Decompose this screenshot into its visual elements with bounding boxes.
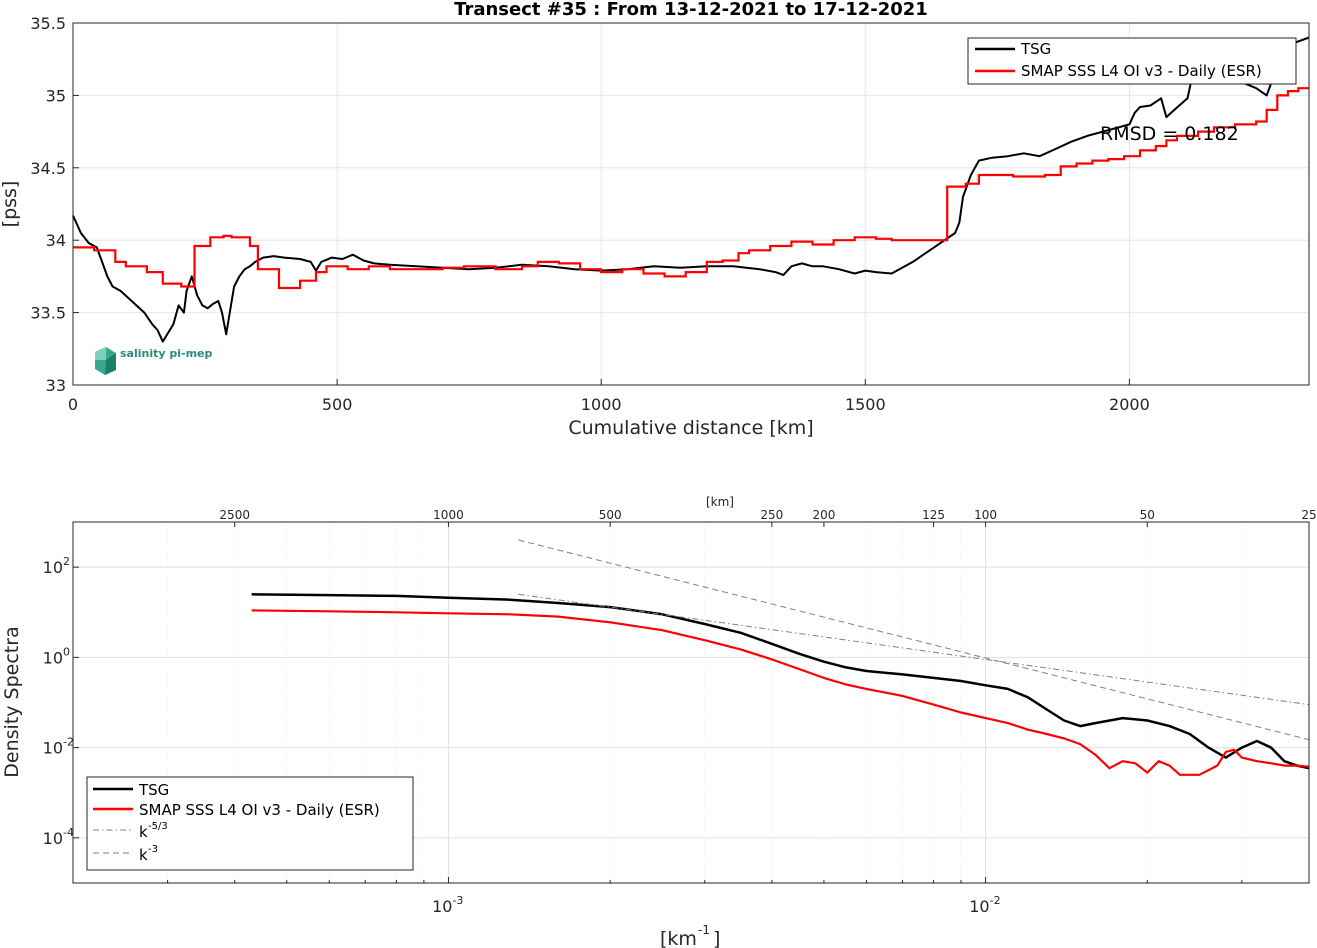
svg-text:-1: -1 (698, 923, 710, 937)
top-y-tick-label: 33 (46, 376, 66, 395)
salinity-pi-mep-logo: salinity pi-mep (95, 347, 213, 375)
legend-label-k53: k -5/3 (139, 821, 168, 841)
top-chart-ylabel: [pss] (0, 181, 21, 228)
bottom-y-tick-label: 10 0 (43, 645, 70, 667)
top-x-tick-label: 0 (68, 395, 78, 414)
svg-text:-2: -2 (63, 736, 74, 749)
legend-label-tsg: TSG (1020, 40, 1051, 58)
top-x-tick-label: 1000 (581, 395, 622, 414)
bottom-chart-axes-box (72, 521, 1310, 884)
top-y-tick-label: 35 (46, 86, 66, 105)
top-y-tick-label: 35.5 (30, 14, 66, 33)
svg-text:k: k (139, 823, 148, 841)
top-x-tick-label: 500 (322, 395, 353, 414)
top-y-tick-label: 33.5 (30, 304, 66, 323)
bottom-top-tick-label: 2500 (219, 508, 250, 522)
legend-label-tsg-spec: TSG (138, 781, 169, 799)
bottom-x-tick-label: 10 -3 (432, 894, 463, 916)
top-chart-xlabel: Cumulative distance [km] (568, 417, 813, 439)
bottom-top-tick-label: 1000 (433, 508, 464, 522)
bottom-top-tick-label: 250 (760, 508, 783, 522)
top-x-tick-label: 1500 (845, 395, 886, 414)
svg-text:10: 10 (43, 558, 63, 577)
svg-text:k: k (139, 846, 148, 864)
bottom-chart-legend: TSG SMAP SSS L4 OI v3 - Daily (ESR) k -5… (86, 776, 414, 871)
bottom-chart-xlabel: [km -1 ] (660, 923, 720, 948)
bottom-top-tick-label: 500 (599, 508, 622, 522)
series-line-smap-spectrum (251, 609, 1310, 776)
top-chart-title: Transect #35 : From 13-12-2021 to 17-12-… (454, 0, 928, 20)
legend-label-k3: k -3 (139, 844, 158, 864)
top-y-tick-label: 34 (46, 231, 66, 250)
bottom-top-tick-label: 125 (922, 508, 945, 522)
svg-text:10: 10 (432, 897, 452, 916)
svg-text:10: 10 (43, 648, 63, 667)
top-x-tick-label: 2000 (1109, 395, 1150, 414)
series-line-smap (73, 87, 1309, 290)
reference-line-k3 (518, 539, 1310, 741)
bottom-top-tick-label: 50 (1140, 508, 1155, 522)
top-chart-legend: TSG SMAP SSS L4 OI v3 - Daily (ESR) (967, 37, 1297, 85)
logo-text: salinity pi-mep (120, 347, 213, 360)
bottom-y-tick-label: 10 2 (43, 555, 70, 577)
bottom-y-tick-label: 10 -4 (43, 826, 74, 848)
top-chart-grid (73, 23, 1309, 385)
svg-text:-2: -2 (990, 894, 1001, 907)
svg-text:0: 0 (63, 645, 70, 658)
series-line-tsg (72, 36, 1310, 343)
top-chart-axes-box (72, 22, 1310, 386)
series-line-tsg-spectrum (251, 593, 1310, 770)
bottom-chart-plot (251, 539, 1310, 776)
svg-text:10: 10 (43, 829, 63, 848)
legend-label-smap-spec: SMAP SSS L4 OI v3 - Daily (ESR) (139, 801, 380, 819)
bottom-chart-ylabel: Density Spectra (1, 626, 23, 777)
bottom-top-tick-label: 200 (812, 508, 835, 522)
svg-text:10: 10 (969, 897, 989, 916)
svg-text:[km: [km (660, 928, 697, 948)
svg-text:-4: -4 (63, 826, 74, 839)
svg-text:-5/3: -5/3 (148, 821, 168, 832)
top-chart-plot (72, 36, 1310, 343)
svg-text:-3: -3 (148, 844, 158, 855)
bottom-y-tick-label: 10 -2 (43, 736, 74, 758)
rmsd-annotation: RMSD = 0.182 (1100, 123, 1239, 145)
top-y-tick-label: 34.5 (30, 159, 66, 178)
svg-text:10: 10 (43, 739, 63, 758)
bottom-chart-top-axis-label: [km] (706, 495, 734, 509)
bottom-top-tick-label: 25 (1301, 508, 1316, 522)
svg-text:-3: -3 (452, 894, 463, 907)
bottom-top-tick-label: 100 (974, 508, 997, 522)
top-chart-ticks: 0 500 1000 1500 2000 33 33.5 34 34.5 35 35.5 (30, 14, 1149, 414)
bottom-x-tick-label: 10 -2 (969, 894, 1000, 916)
svg-text:]: ] (713, 928, 720, 948)
svg-text:2: 2 (63, 555, 70, 568)
reference-line-k53 (518, 593, 1310, 706)
legend-label-smap: SMAP SSS L4 OI v3 - Daily (ESR) (1021, 62, 1262, 80)
